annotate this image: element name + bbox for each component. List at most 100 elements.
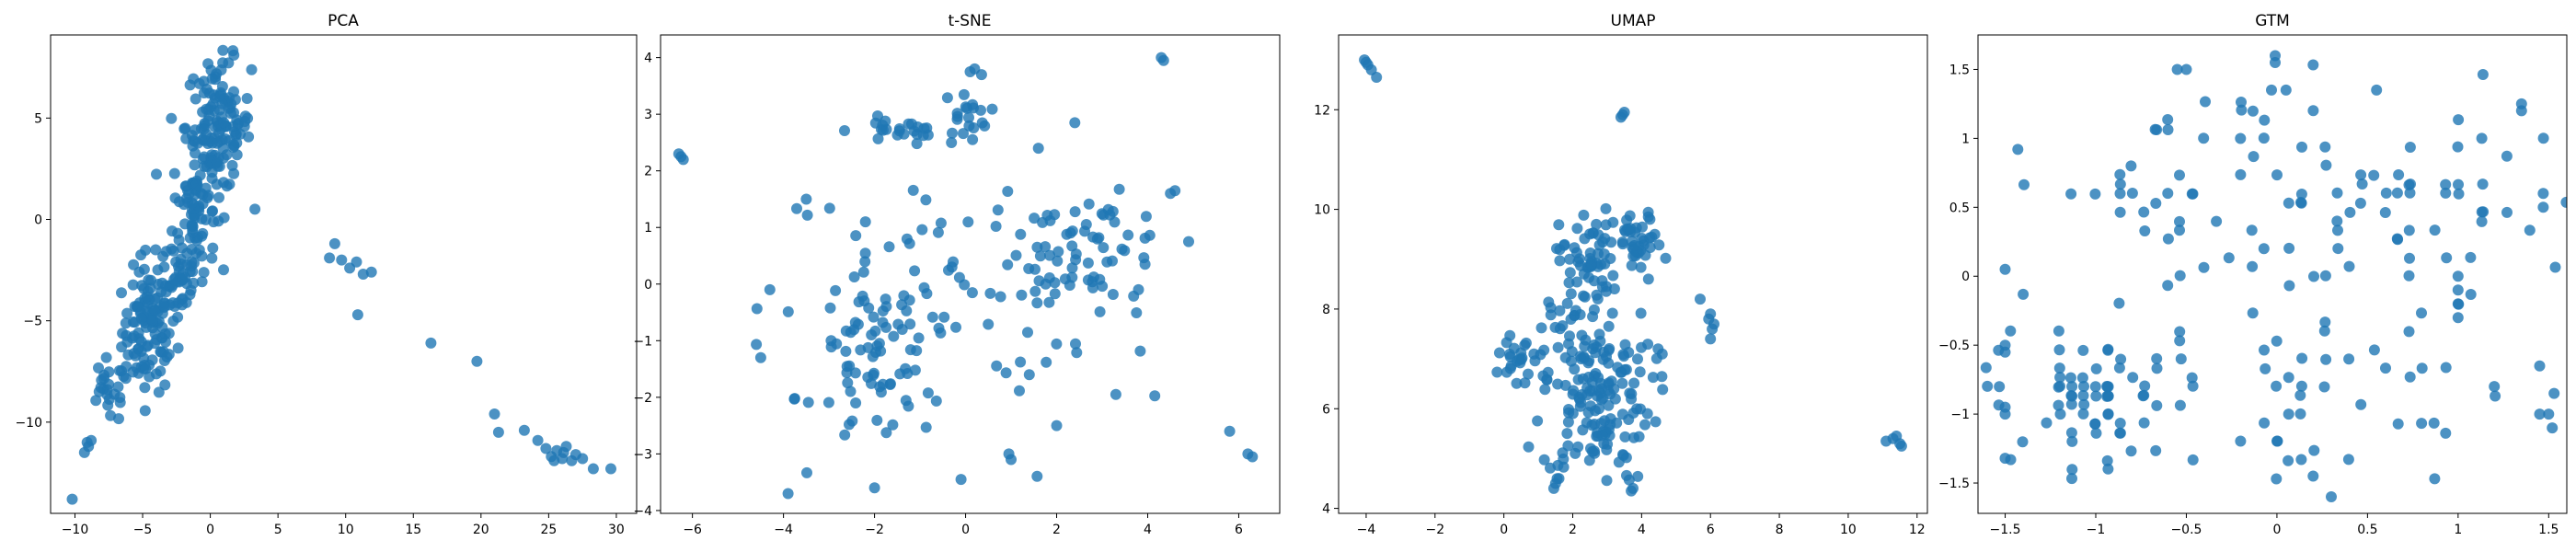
scatter-point (2066, 464, 2078, 476)
scatter-point (1051, 420, 1063, 431)
scatter-point (1982, 380, 1994, 392)
scatter-point (1149, 390, 1161, 402)
scatter-point (950, 321, 961, 333)
scatter-point (2151, 399, 2163, 411)
scatter-point (100, 351, 112, 363)
scatter-point (2465, 251, 2477, 263)
scatter-point (1634, 366, 1646, 378)
scatter-point (840, 345, 852, 357)
scatter-point (81, 436, 93, 448)
scatter-point (1650, 352, 1662, 364)
scatter-point (2404, 142, 2416, 153)
scatter-point (2078, 381, 2089, 392)
y-tick-label: 0.5 (1949, 201, 1970, 215)
scatter-point (2235, 132, 2247, 144)
scatter-point (179, 218, 190, 230)
scatter-point (2283, 408, 2294, 420)
scatter-point (1022, 327, 1033, 339)
scatter-point (228, 49, 240, 61)
scatter-point (1552, 341, 1564, 353)
scatter-point (1562, 416, 1574, 428)
scatter-point (2283, 454, 2294, 466)
scatter-point (1049, 277, 1061, 289)
scatter-point (2380, 362, 2391, 374)
scatter-point (850, 230, 862, 242)
scatter-point (2271, 435, 2283, 447)
scatter-point (1041, 356, 1052, 368)
scatter-point (198, 123, 210, 135)
scatter-point (955, 474, 967, 486)
scatter-point (2138, 206, 2150, 218)
scatter-point (888, 330, 900, 342)
scatter-point (842, 377, 854, 389)
scatter-point (186, 130, 198, 142)
scatter-point (2247, 307, 2259, 319)
panel-pca: PCA −10 −5 0 5 10 15 20 25 30 −10 −5 0 5 (15, 12, 638, 537)
scatter-point (1644, 213, 1656, 225)
scatter-point (2090, 427, 2102, 439)
scatter-point (2114, 418, 2126, 429)
scatter-point (869, 325, 881, 337)
scatter-points (1980, 50, 2567, 502)
scatter-point (2115, 353, 2127, 365)
x-tick-label: −6 (683, 523, 702, 537)
scatter-point (1593, 328, 1605, 340)
scatter-point (903, 400, 914, 412)
scatter-point (150, 244, 162, 256)
scatter-point (2331, 215, 2343, 227)
scatter-point (2548, 387, 2560, 399)
scatter-point (168, 273, 180, 285)
scatter-point (1044, 249, 1055, 261)
scatter-point (1583, 454, 1595, 466)
scatter-point (1082, 257, 1094, 269)
scatter-point (2296, 141, 2307, 153)
scatter-point (1523, 368, 1534, 380)
scatter-point (168, 301, 180, 312)
scatter-point (1133, 283, 1144, 295)
scatter-point (2005, 325, 2017, 337)
scatter-point (892, 318, 904, 330)
scatter-point (872, 132, 884, 144)
scatter-point (1579, 340, 1591, 352)
scatter-point (2102, 343, 2114, 355)
scatter-point (2078, 398, 2090, 410)
scatter-point (1559, 351, 1571, 363)
scatter-point (2320, 353, 2332, 365)
scatter-point (1588, 304, 1600, 316)
scatter-point (1636, 233, 1648, 244)
scatter-point (2235, 168, 2247, 180)
scatter-point (951, 108, 963, 120)
scatter-point (1140, 211, 1152, 223)
scatter-point (964, 66, 976, 77)
scatter-point (1592, 293, 1604, 305)
scatter-point (916, 224, 928, 236)
scatter-point (1561, 428, 1573, 440)
scatter-point (2295, 380, 2307, 392)
scatter-point (1570, 447, 1581, 459)
scatter-point (1569, 310, 1581, 321)
scatter-point (2307, 105, 2319, 117)
scatter-point (103, 378, 115, 390)
scatter-point (958, 128, 969, 140)
scatter-point (1523, 441, 1535, 453)
y-tick-label: −3 (633, 447, 652, 462)
scatter-point (2114, 427, 2126, 439)
scatter-point (887, 419, 899, 431)
scatter-point (1558, 454, 1570, 465)
scatter-point (489, 408, 500, 420)
scatter-point (1616, 236, 1628, 248)
scatter-point (2560, 196, 2567, 208)
x-tick-label: 10 (338, 523, 354, 537)
scatter-point (1999, 408, 2011, 420)
scatter-point (983, 318, 995, 330)
scatter-point (2452, 270, 2464, 282)
scatter-point (1583, 271, 1594, 283)
scatter-point (1031, 470, 1043, 482)
scatter-point (548, 454, 560, 466)
scatter-point (185, 284, 197, 296)
scatter-point (801, 209, 813, 221)
scatter-point (2150, 444, 2162, 456)
scatter-point (1603, 385, 1614, 397)
scatter-point (963, 111, 974, 123)
scatter-point (1109, 216, 1121, 228)
